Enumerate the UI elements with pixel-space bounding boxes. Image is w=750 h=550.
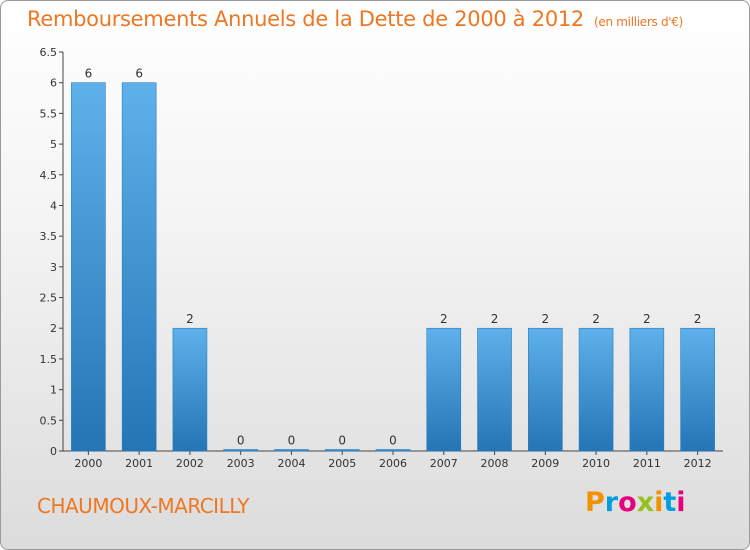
bars <box>71 82 715 452</box>
data-label-2000: 6 <box>85 67 93 81</box>
chart-title: Remboursements Annuels de la Dette de 20… <box>27 7 683 31</box>
x-tick-label: 2010 <box>582 457 610 470</box>
bar-2008 <box>477 327 512 452</box>
x-tick-label: 2002 <box>176 457 204 470</box>
x-tick-label: 2004 <box>277 457 305 470</box>
bar-2006 <box>375 449 411 452</box>
logo-letter: t <box>663 487 677 518</box>
data-label-2002: 2 <box>186 312 194 326</box>
data-label-2007: 2 <box>440 312 448 326</box>
bar-2009 <box>528 327 563 452</box>
bar-2012 <box>680 327 715 452</box>
x-tick-label: 2009 <box>531 457 559 470</box>
data-label-2001: 6 <box>135 67 143 81</box>
y-tick-label: 6 <box>50 77 57 90</box>
bar-2000 <box>71 82 106 452</box>
logo-letter: P <box>585 487 605 518</box>
bar-2007 <box>426 327 462 452</box>
data-label-2005: 0 <box>338 434 346 448</box>
y-tick-label: 1 <box>50 384 57 397</box>
y-tick-label: 0.5 <box>40 414 58 427</box>
x-tick-label: 2008 <box>481 457 509 470</box>
y-tick-label: 0 <box>50 445 57 458</box>
data-label-2003: 0 <box>237 434 245 448</box>
chart-unit: (en milliers d'€) <box>594 15 684 29</box>
y-tick-label: 1.5 <box>40 353 58 366</box>
data-label-2008: 2 <box>491 312 499 326</box>
data-label-2010: 2 <box>592 312 600 326</box>
proxiti-logo: Proxiti <box>585 487 686 518</box>
bar-2010 <box>578 327 614 452</box>
logo-letter: i <box>654 487 664 518</box>
y-tick-label: 2.5 <box>40 292 58 305</box>
y-tick-label: 6.5 <box>40 46 58 59</box>
x-tick-label: 2005 <box>328 457 356 470</box>
y-tick-label: 4.5 <box>40 169 58 182</box>
y-tick-label: 3 <box>50 261 57 274</box>
logo-letter: r <box>604 487 619 518</box>
commune-name: CHAUMOUX-MARCILLY <box>37 494 249 518</box>
y-tick-label: 5 <box>50 138 57 151</box>
logo-letter: x <box>636 487 655 518</box>
x-tick-label: 2012 <box>684 457 712 470</box>
bar-2005 <box>324 449 360 452</box>
bar-2004 <box>274 449 309 452</box>
bar-2002 <box>172 327 208 452</box>
bar-2001 <box>121 82 157 452</box>
y-tick-label: 4 <box>50 199 57 212</box>
logo-letter: o <box>618 487 637 518</box>
y-tick-label: 2 <box>50 322 57 335</box>
y-tick-label: 3.5 <box>40 230 58 243</box>
x-tick-label: 2000 <box>74 457 102 470</box>
bar-2011 <box>629 327 665 452</box>
chart-title-text: Remboursements Annuels de la Dette de 20… <box>27 7 584 31</box>
data-labels: 6 6 2 0 0 0 0 2 2 2 2 2 2 <box>85 67 702 448</box>
x-tick-label: 2011 <box>633 457 661 470</box>
x-tick-label: 2006 <box>379 457 407 470</box>
data-label-2012: 2 <box>694 312 702 326</box>
data-label-2006: 0 <box>389 434 397 448</box>
data-label-2011: 2 <box>643 312 651 326</box>
x-tick-label: 2001 <box>125 457 153 470</box>
data-label-2009: 2 <box>541 312 549 326</box>
bar-2003 <box>223 449 258 452</box>
y-tick-label: 5.5 <box>40 107 58 120</box>
x-tick-label: 2003 <box>227 457 255 470</box>
logo-letter: i <box>676 487 686 518</box>
data-label-2004: 0 <box>288 434 296 448</box>
x-tick-label: 2007 <box>430 457 458 470</box>
